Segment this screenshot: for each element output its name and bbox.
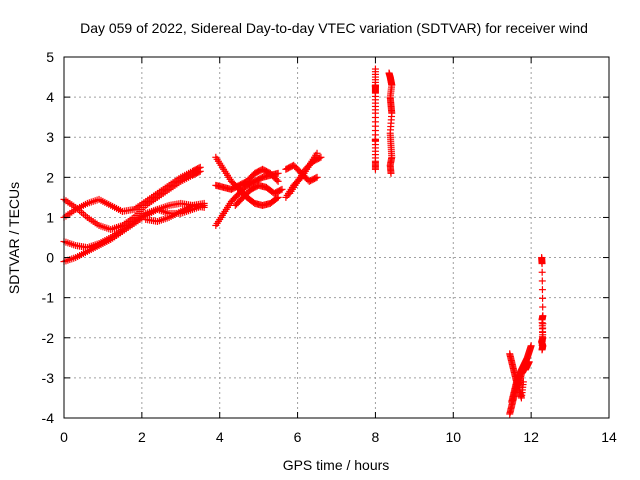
data-point bbox=[538, 277, 546, 285]
data-point bbox=[313, 173, 321, 181]
data-point bbox=[525, 358, 533, 366]
y-axis-label: SDTVAR / TECUs bbox=[6, 182, 22, 294]
data-point bbox=[538, 286, 546, 294]
x-axis-label: GPS time / hours bbox=[283, 457, 390, 473]
y-tick-label: -4 bbox=[42, 410, 55, 426]
data-point bbox=[274, 177, 282, 185]
x-tick-label: 4 bbox=[216, 429, 224, 445]
x-tick-label: 10 bbox=[445, 429, 461, 445]
data-point bbox=[195, 164, 203, 172]
y-tick-label: 0 bbox=[46, 250, 54, 266]
data-point bbox=[312, 174, 320, 182]
data-point bbox=[273, 194, 281, 202]
data-point bbox=[527, 342, 535, 350]
data-point bbox=[539, 294, 547, 302]
data-point bbox=[278, 185, 286, 193]
x-tick-label: 12 bbox=[523, 429, 539, 445]
y-tick-label: 3 bbox=[46, 129, 54, 145]
data-point bbox=[313, 149, 321, 157]
data-point bbox=[274, 169, 282, 177]
data-point bbox=[316, 154, 324, 162]
y-tick-label: 5 bbox=[46, 49, 54, 65]
y-tick-label: 4 bbox=[46, 89, 54, 105]
y-tick-label: -2 bbox=[42, 330, 55, 346]
data-point bbox=[196, 163, 204, 171]
data-point bbox=[539, 303, 547, 311]
grid-lines bbox=[64, 57, 609, 418]
y-tick-label: -1 bbox=[42, 290, 55, 306]
data-point bbox=[273, 176, 281, 184]
axis-ticks bbox=[63, 56, 610, 419]
data-point bbox=[519, 378, 527, 386]
y-tick-labels: -4 -3 -2 -1 0 1 2 3 4 5 bbox=[42, 49, 55, 426]
data-point bbox=[277, 186, 285, 194]
chart-title: Day 059 of 2022, Sidereal Day-to-day VTE… bbox=[80, 20, 588, 36]
data-points bbox=[60, 65, 547, 418]
x-tick-label: 8 bbox=[372, 429, 380, 445]
plot-frame bbox=[63, 56, 610, 419]
data-point bbox=[317, 153, 325, 161]
data-point bbox=[371, 165, 379, 173]
x-tick-label: 2 bbox=[138, 429, 146, 445]
x-tick-label: 14 bbox=[601, 429, 617, 445]
x-tick-labels: 0 2 4 6 8 10 12 14 bbox=[60, 429, 617, 445]
y-tick-label: 1 bbox=[46, 209, 54, 225]
x-tick-label: 0 bbox=[60, 429, 68, 445]
data-point bbox=[387, 169, 395, 177]
data-point bbox=[200, 199, 208, 207]
y-tick-label: -3 bbox=[42, 370, 55, 386]
data-point bbox=[539, 320, 547, 328]
data-point bbox=[538, 268, 546, 276]
y-tick-label: 2 bbox=[46, 169, 54, 185]
data-point bbox=[538, 260, 546, 268]
x-tick-label: 6 bbox=[294, 429, 302, 445]
data-point bbox=[274, 193, 282, 201]
